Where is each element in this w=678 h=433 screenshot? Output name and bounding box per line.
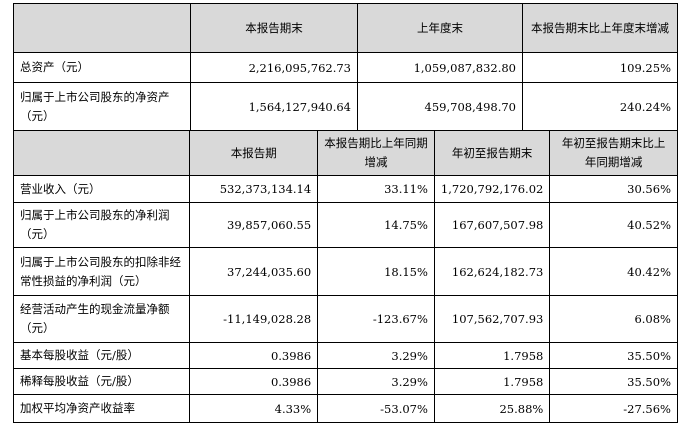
cell-value: 532,373,134.14: [189, 175, 319, 203]
table-row: 稀释每股收益（元/股） 0.3986 3.29% 1.7958 35.50%: [12, 368, 678, 395]
cell-value: 3.29%: [317, 342, 435, 369]
cell-value: 0.3986: [189, 342, 319, 369]
cell-value: 240.24%: [522, 82, 678, 131]
cell-value: 4.33%: [189, 394, 319, 423]
table-row: 归属于上市公司股东的扣除非经常性损益的净利润（元） 37,244,035.60 …: [12, 247, 678, 296]
cell-value: 40.52%: [549, 202, 678, 248]
cell-value: 1,564,127,940.64: [190, 82, 358, 131]
header-empty: [13, 3, 191, 53]
row-label: 归属于上市公司股东的扣除非经常性损益的净利润（元）: [12, 247, 191, 296]
cell-value: 1,720,792,176.02: [433, 175, 551, 203]
header-empty: [12, 130, 191, 176]
header-ytd: 年初至报告期末: [433, 130, 551, 176]
cell-value: 39,857,060.55: [189, 202, 319, 248]
row-label: 加权平均净资产收益率: [12, 394, 191, 423]
row-label: 归属于上市公司股东的净利润（元）: [12, 202, 191, 248]
cell-value: 1.7958: [433, 368, 551, 395]
cell-value: 33.11%: [317, 175, 435, 203]
header-ytd-change: 年初至报告期末比上年同期增减: [549, 130, 678, 176]
row-label: 营业收入（元）: [12, 175, 191, 203]
cell-value: 1,059,087,832.80: [357, 52, 523, 83]
cell-value: 167,607,507.98: [433, 202, 551, 248]
table-row: 加权平均净资产收益率 4.33% -53.07% 25.88% -27.56%: [12, 394, 678, 423]
table-row: 基本每股收益（元/股） 0.3986 3.29% 1.7958 35.50%: [12, 342, 678, 369]
cell-value: 107,562,707.93: [433, 295, 551, 343]
cell-value: -123.67%: [317, 295, 435, 343]
table-row: 营业收入（元） 532,373,134.14 33.11% 1,720,792,…: [12, 175, 678, 203]
row-label: 归属于上市公司股东的净资产（元）: [13, 82, 191, 131]
header-period-end: 本报告期末: [190, 3, 358, 53]
header-prior-year-end: 上年度末: [357, 3, 523, 53]
cell-value: 35.50%: [549, 368, 678, 395]
income-table: 本报告期 本报告期比上年同期增减 年初至报告期末 年初至报告期末比上年同期增减 …: [12, 130, 678, 423]
cell-value: -27.56%: [549, 394, 678, 423]
cell-value: 459,708,498.70: [357, 82, 523, 131]
cell-value: 1.7958: [433, 342, 551, 369]
cell-value: -53.07%: [317, 394, 435, 423]
balance-table: 本报告期末 上年度末 本报告期末比上年度末增减 总资产（元） 2,216,095…: [13, 3, 678, 131]
row-label: 总资产（元）: [13, 52, 191, 83]
cell-value: 37,244,035.60: [189, 247, 319, 296]
cell-value: 14.75%: [317, 202, 435, 248]
cell-value: 6.08%: [549, 295, 678, 343]
row-label: 经营活动产生的现金流量净额（元）: [12, 295, 191, 343]
table-row: 经营活动产生的现金流量净额（元） -11,149,028.28 -123.67%…: [12, 295, 678, 343]
header-current-period: 本报告期: [189, 130, 319, 176]
cell-value: 162,624,182.73: [433, 247, 551, 296]
table-row: 归属于上市公司股东的净利润（元） 39,857,060.55 14.75% 16…: [12, 202, 678, 248]
table-row: 归属于上市公司股东的净资产（元） 1,564,127,940.64 459,70…: [13, 82, 678, 131]
cell-value: -11,149,028.28: [189, 295, 319, 343]
cell-value: 2,216,095,762.73: [190, 52, 358, 83]
cell-value: 35.50%: [549, 342, 678, 369]
cell-value: 109.25%: [522, 52, 678, 83]
cell-value: 3.29%: [317, 368, 435, 395]
cell-value: 30.56%: [549, 175, 678, 203]
cell-value: 18.15%: [317, 247, 435, 296]
table-row: 总资产（元） 2,216,095,762.73 1,059,087,832.80…: [13, 52, 678, 83]
cell-value: 0.3986: [189, 368, 319, 395]
row-label: 基本每股收益（元/股）: [12, 342, 191, 369]
header-change: 本报告期末比上年度末增减: [522, 3, 678, 53]
header-period-change: 本报告期比上年同期增减: [317, 130, 435, 176]
cell-value: 40.42%: [549, 247, 678, 296]
cell-value: 25.88%: [433, 394, 551, 423]
row-label: 稀释每股收益（元/股）: [12, 368, 191, 395]
